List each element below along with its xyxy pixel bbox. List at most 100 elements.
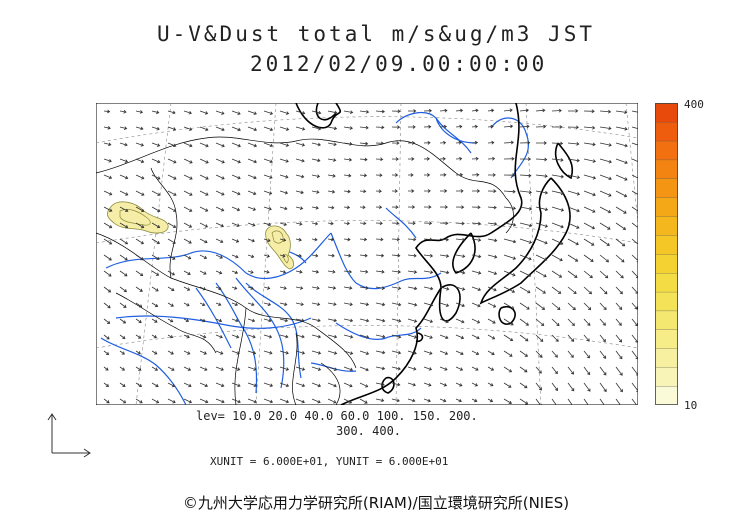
wind-arrow (135, 142, 144, 147)
wind-arrow (487, 254, 498, 259)
wind-arrow (567, 318, 575, 326)
wind-arrow (519, 366, 528, 373)
wind-arrow (599, 286, 608, 295)
wind-arrow (535, 254, 548, 261)
wind-arrow (583, 270, 593, 279)
wind-arrow (487, 156, 496, 161)
colorbar-max-label: 400 (684, 98, 704, 111)
wind-arrow (423, 350, 433, 355)
wind-arrow (375, 253, 385, 258)
wind-arrow (295, 206, 304, 210)
wind-arrow (631, 350, 638, 360)
wind-arrow (295, 286, 304, 290)
wind-arrow (151, 110, 160, 115)
wind-arrow (391, 270, 401, 274)
wind-arrow (279, 350, 289, 355)
wind-arrow (167, 222, 177, 228)
wind-arrow (359, 318, 370, 323)
wind-arrow (471, 286, 482, 292)
wind-arrow (567, 142, 580, 146)
wind-arrow (551, 238, 564, 245)
wind-arrow (327, 366, 338, 372)
wind-arrow (423, 286, 434, 291)
wind-arrow (231, 142, 241, 148)
wind-arrow (375, 173, 383, 178)
wind-arrow (359, 382, 369, 388)
wind-arrow (183, 302, 190, 307)
wind-arrow (183, 238, 192, 244)
wind-arrow (407, 334, 418, 339)
wind-arrow (487, 108, 495, 113)
wind-arrow (279, 238, 287, 242)
wind-arrow (439, 108, 448, 113)
wind-arrow (135, 206, 145, 213)
wind-arrow (343, 189, 351, 194)
wind-arrow (215, 238, 224, 243)
wind-arrow (631, 366, 638, 376)
wind-arrow (519, 286, 531, 294)
wind-arrow (231, 158, 241, 164)
wind-arrow (599, 222, 611, 230)
wind-arrow (263, 334, 273, 339)
wind-arrow (359, 237, 368, 242)
wind-arrow (135, 190, 145, 196)
wind-arrow (567, 222, 580, 229)
wind-arrow (183, 190, 193, 196)
wind-arrow (551, 190, 565, 196)
wind-arrow (151, 254, 160, 260)
wind-arrow (472, 189, 481, 193)
wind-arrow (199, 350, 207, 355)
wind-arrow (615, 222, 627, 230)
wind-arrow (599, 254, 610, 263)
wind-arrow (455, 124, 463, 129)
wind-arrow (551, 222, 564, 229)
wind-arrow (375, 302, 386, 307)
wind-arrow (567, 398, 575, 405)
wind-vectors (103, 108, 638, 405)
wind-arrow (295, 270, 303, 274)
wind-arrow (455, 237, 466, 242)
wind-arrow (535, 174, 548, 178)
wind-arrow (536, 141, 547, 145)
wind-arrow (455, 205, 465, 210)
wind-arrow (408, 173, 414, 177)
colorbar-step (655, 121, 678, 142)
wind-arrow (199, 334, 207, 339)
wind-arrow (439, 334, 449, 340)
colorbar (655, 103, 678, 405)
wind-arrow (167, 350, 174, 355)
wind-arrow (231, 334, 240, 339)
wind-arrow (295, 302, 304, 306)
wind-arrow (311, 350, 322, 355)
wind-arrow (599, 398, 605, 405)
wind-arrow (391, 253, 401, 258)
wind-arrow (295, 158, 305, 163)
wind-arrow (343, 366, 354, 372)
wind-arrow (439, 270, 450, 275)
wind-arrow (247, 286, 254, 290)
wind-arrow (199, 398, 209, 404)
wind-arrow (487, 286, 497, 292)
wind-arrow (215, 270, 223, 275)
wind-arrow (583, 109, 595, 114)
wind-arrow (295, 334, 305, 339)
wind-arrow (199, 286, 207, 291)
wind-arrow (231, 350, 240, 355)
wind-arrow (631, 270, 638, 279)
wind-arrow (167, 302, 174, 307)
wind-arrow (551, 318, 560, 327)
wind-arrow (215, 174, 225, 180)
colorbar-step (655, 197, 678, 217)
wind-arrow (535, 157, 548, 162)
wind-arrow (359, 157, 368, 162)
wind-arrow (215, 334, 223, 339)
wind-arrow (311, 190, 320, 194)
wind-arrow (327, 253, 335, 258)
wind-arrow (103, 286, 112, 293)
wind-arrow (375, 286, 386, 290)
wind-arrow (455, 254, 466, 259)
wind-arrow (295, 222, 303, 226)
wind-arrow (439, 237, 450, 242)
wind-arrow (503, 189, 516, 194)
